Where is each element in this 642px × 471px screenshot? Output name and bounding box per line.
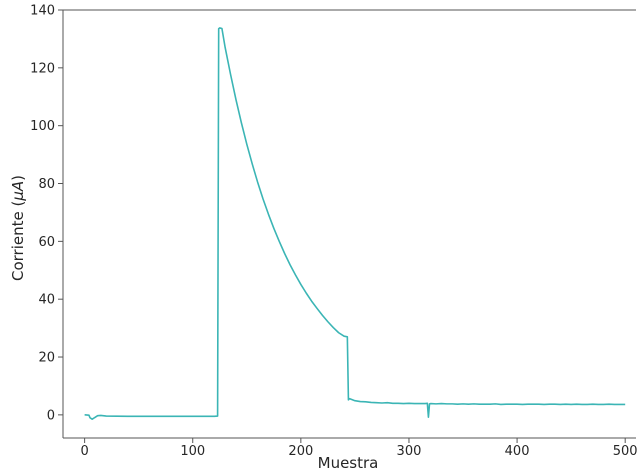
y-axis-label: Corriente (μA) [9, 175, 27, 281]
axes [62, 9, 636, 439]
y-tick-label: 80 [38, 177, 55, 192]
y-tick-label: 40 [38, 293, 55, 308]
y-axis-label-unit: A [9, 181, 27, 192]
series-layer [84, 27, 626, 421]
x-tick-label: 200 [288, 444, 313, 459]
y-axis-label-mu: μ [9, 191, 27, 202]
x-tick-label: 500 [613, 444, 638, 459]
y-tick-label: 120 [30, 61, 55, 76]
x-tick-label: 300 [397, 444, 422, 459]
y-tick-label: 100 [30, 119, 55, 134]
y-tick-label: 60 [38, 235, 55, 250]
x-axis-ticks: 0 100 200 300 400 500 [80, 438, 638, 459]
y-axis-label-prefix: Corriente ( [9, 201, 27, 281]
x-axis-label: Muestra [318, 454, 379, 471]
y-tick-label: 0 [47, 408, 55, 423]
x-tick-label: 0 [80, 444, 88, 459]
series-line [84, 27, 626, 421]
x-tick-label: 100 [180, 444, 205, 459]
y-tick-label: 140 [30, 4, 55, 19]
y-tick-label: 20 [38, 351, 55, 366]
y-axis-label-suffix: ) [9, 175, 27, 181]
y-axis-ticks: 0 20 40 60 80 100 120 140 [30, 4, 63, 423]
x-tick-label: 400 [505, 444, 530, 459]
